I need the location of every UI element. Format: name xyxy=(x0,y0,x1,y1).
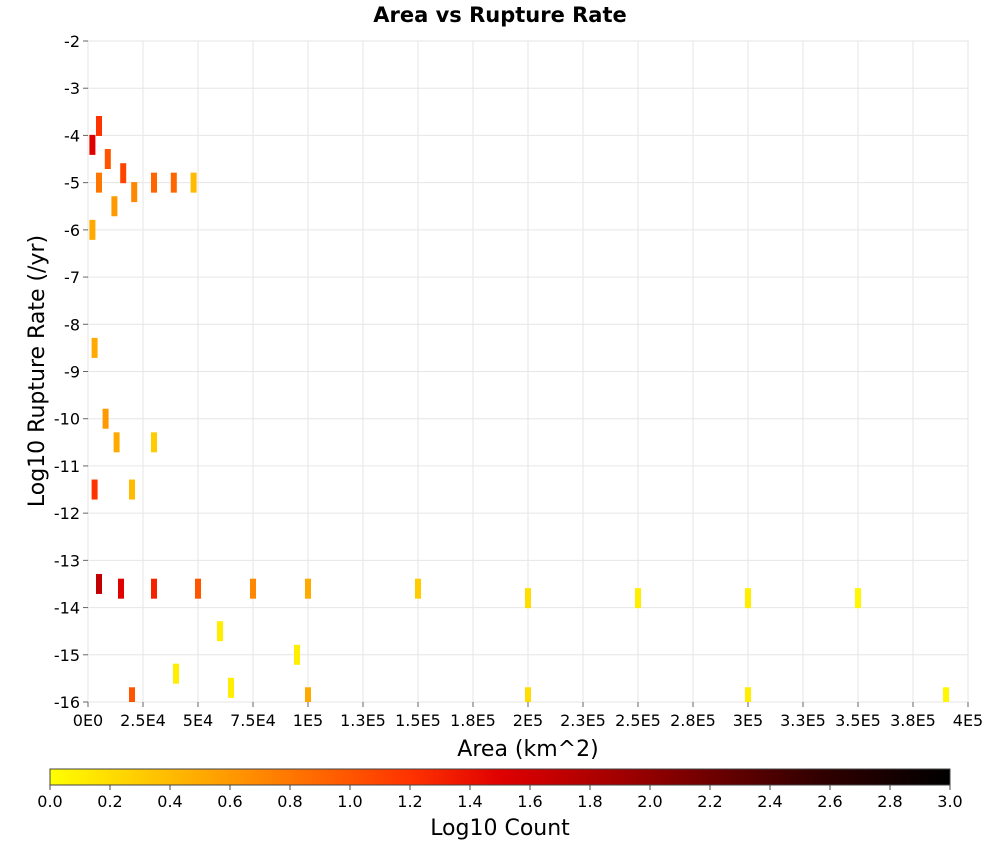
colorbar-tick-label: 1.0 xyxy=(337,792,362,811)
x-axis-ticks: 0E0 2.5E4 5E4 7.5E4 1E5 1.3E5 1.5E5 1.8E5 2E5 2.3… xyxy=(73,702,983,730)
heatmap-cell xyxy=(118,578,124,599)
y-tick-label: -10 xyxy=(54,410,80,429)
y-tick-label: -7 xyxy=(64,268,80,287)
heatmap-cell xyxy=(250,578,256,599)
y-tick-label: -2 xyxy=(64,32,80,51)
heatmap-cell xyxy=(525,687,531,702)
x-tick-label: 1.5E5 xyxy=(395,711,441,730)
y-axis-label: Log10 Rupture Rate (/yr) xyxy=(25,235,50,507)
colorbar-tick-label: 0.2 xyxy=(97,792,122,811)
heatmap-cell xyxy=(113,432,120,453)
heatmap-cell xyxy=(170,172,177,193)
heatmap-cell xyxy=(195,578,201,599)
x-tick-label: 3E5 xyxy=(733,711,763,730)
heatmap-cell xyxy=(635,588,641,609)
colorbar xyxy=(49,768,951,786)
heatmap-cell xyxy=(294,644,300,665)
heatmap-cell xyxy=(91,337,98,358)
heatmap-cell xyxy=(91,479,98,500)
y-tick-label: -16 xyxy=(54,693,80,712)
heatmap-cell xyxy=(745,687,751,702)
heatmap-cell xyxy=(89,134,96,155)
heatmap-cell xyxy=(96,115,102,136)
x-tick-label: 5E4 xyxy=(183,711,213,730)
x-tick-label: 1.3E5 xyxy=(340,711,386,730)
colorbar-tick-label: 1.8 xyxy=(577,792,602,811)
x-tick-label: 3.5E5 xyxy=(835,711,881,730)
heatmap-cell xyxy=(305,578,311,599)
heatmap-cell xyxy=(217,621,223,642)
heatmap-cell xyxy=(943,687,949,702)
x-tick-label: 0E0 xyxy=(73,711,103,730)
y-tick-label: -3 xyxy=(64,79,80,98)
heatmap-cell xyxy=(151,172,157,193)
x-tick-label: 2.5E4 xyxy=(120,711,166,730)
heatmap-cell xyxy=(190,172,197,193)
heatmap-cell xyxy=(102,408,109,429)
heatmap-cell xyxy=(89,219,96,240)
y-tick-label: -13 xyxy=(54,551,80,570)
y-tick-label: -14 xyxy=(54,599,80,618)
y-tick-label: -8 xyxy=(64,315,80,334)
heatmap-cell xyxy=(96,573,102,594)
x-tick-label: 2.5E5 xyxy=(615,711,661,730)
colorbar-tick-label: 2.0 xyxy=(637,792,662,811)
heatmap-cell xyxy=(151,432,157,453)
x-tick-label: 2.3E5 xyxy=(560,711,606,730)
y-tick-label: -12 xyxy=(54,504,80,523)
y-axis-ticks: -2 -3 -4 -5 -6 -7 -8 -9 -10 -11 -12 -13 -14 -15 -16 xyxy=(54,32,88,712)
heatmap-cell xyxy=(120,163,127,184)
x-tick-label: 3.8E5 xyxy=(890,711,936,730)
colorbar-ticks: 0.0 0.2 0.4 0.6 0.8 1.0 1.2 1.4 1.6 1.8 2.0 2.2 2.4 2… xyxy=(37,785,963,811)
colorbar-tick-label: 3.0 xyxy=(937,792,962,811)
colorbar-tick-label: 2.2 xyxy=(697,792,722,811)
colorbar-tick-label: 1.2 xyxy=(397,792,422,811)
heatmap-cell xyxy=(173,663,179,684)
colorbar-tick-label: 0.0 xyxy=(37,792,62,811)
y-tick-label: -5 xyxy=(64,174,80,193)
x-tick-label: 4E5 xyxy=(953,711,983,730)
colorbar-tick-label: 1.6 xyxy=(517,792,542,811)
heatmap-cell xyxy=(111,196,118,217)
heatmap-cell xyxy=(745,588,751,609)
y-tick-label: -11 xyxy=(54,457,80,476)
colorbar-tick-label: 0.4 xyxy=(157,792,182,811)
heatmap-cell xyxy=(228,677,234,698)
x-tick-label: 7.5E4 xyxy=(230,711,276,730)
y-tick-label: -9 xyxy=(64,363,80,382)
colorbar-tick-label: 0.8 xyxy=(277,792,302,811)
colorbar-label: Log10 Count xyxy=(430,816,570,841)
heatmap-cell xyxy=(415,578,421,599)
heatmap-cell xyxy=(855,588,861,609)
colorbar-tick-label: 2.6 xyxy=(817,792,842,811)
x-tick-label: 1.8E5 xyxy=(450,711,496,730)
colorbar-tick-label: 1.4 xyxy=(457,792,482,811)
y-tick-label: -4 xyxy=(64,126,80,145)
heatmap-cell xyxy=(96,172,102,193)
heatmap-cell xyxy=(131,182,138,203)
x-axis-label: Area (km^2) xyxy=(457,737,598,762)
heatmap-cell xyxy=(104,149,111,170)
chart-title: Area vs Rupture Rate xyxy=(373,3,627,27)
y-tick-label: -6 xyxy=(64,221,80,240)
x-tick-label: 2.8E5 xyxy=(670,711,716,730)
colorbar-tick-label: 2.8 xyxy=(877,792,902,811)
data-layer xyxy=(89,115,949,702)
x-tick-label: 3.3E5 xyxy=(780,711,826,730)
heatmap-cell xyxy=(151,578,157,599)
x-tick-label: 1E5 xyxy=(293,711,323,730)
heatmap-cell xyxy=(129,687,135,702)
heatmap-cell xyxy=(525,588,531,609)
colorbar-tick-label: 2.4 xyxy=(757,792,782,811)
colorbar-tick-label: 0.6 xyxy=(217,792,242,811)
heatmap-cell xyxy=(129,479,135,500)
y-tick-label: -15 xyxy=(54,646,80,665)
x-tick-label: 2E5 xyxy=(513,711,543,730)
heatmap-cell xyxy=(305,687,311,702)
